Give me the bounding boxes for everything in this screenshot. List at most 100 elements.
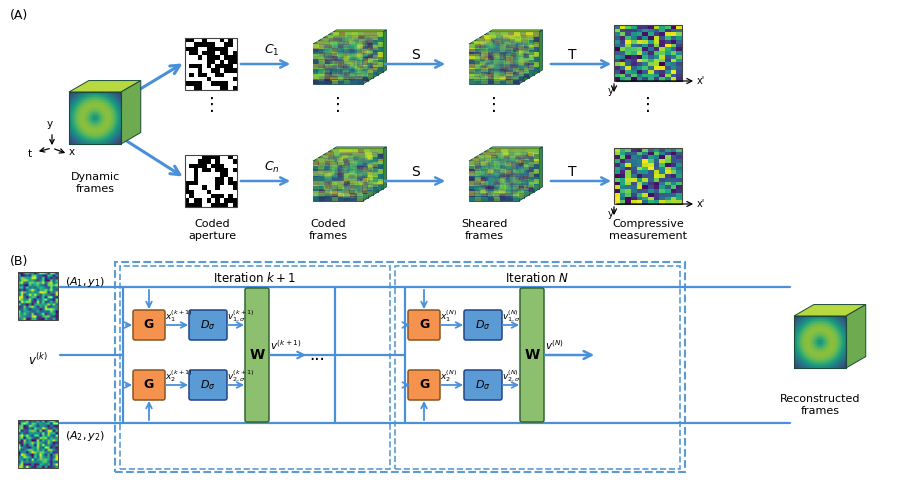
Bar — [194, 186, 198, 189]
Bar — [198, 177, 202, 181]
Bar — [189, 155, 194, 159]
Bar — [479, 53, 529, 58]
Polygon shape — [318, 39, 371, 41]
Bar — [489, 57, 539, 62]
Bar — [474, 46, 524, 51]
Bar — [189, 60, 194, 64]
Text: $v^{(N)}$: $v^{(N)}$ — [545, 338, 564, 352]
Polygon shape — [69, 80, 141, 92]
Bar — [232, 155, 237, 159]
Bar — [211, 77, 215, 81]
Bar — [207, 181, 211, 186]
Bar — [318, 183, 368, 188]
Bar — [224, 181, 229, 186]
Bar — [479, 73, 529, 78]
Bar — [198, 181, 202, 186]
Bar — [189, 194, 194, 198]
Bar — [323, 68, 373, 73]
Polygon shape — [383, 30, 386, 72]
Bar — [198, 56, 202, 60]
Polygon shape — [489, 30, 543, 32]
Polygon shape — [524, 156, 528, 198]
Bar — [479, 63, 529, 68]
Text: ⋮: ⋮ — [329, 96, 347, 114]
Bar — [479, 38, 529, 43]
Polygon shape — [489, 147, 543, 149]
Bar — [323, 63, 373, 68]
Text: y: y — [47, 119, 53, 129]
Bar — [313, 166, 363, 171]
Polygon shape — [519, 42, 522, 84]
Bar — [469, 166, 519, 171]
Bar — [474, 51, 524, 56]
Bar — [224, 168, 229, 172]
Bar — [202, 186, 207, 189]
Text: S: S — [411, 165, 419, 179]
FancyBboxPatch shape — [189, 370, 227, 400]
Bar — [229, 172, 232, 177]
Bar — [185, 64, 189, 68]
Bar — [211, 68, 215, 73]
Bar — [215, 68, 220, 73]
Bar — [333, 159, 383, 164]
Bar — [229, 77, 232, 81]
Bar — [198, 68, 202, 73]
Bar — [189, 42, 194, 47]
Bar — [318, 51, 368, 56]
Polygon shape — [373, 153, 376, 195]
Bar — [323, 185, 373, 190]
Text: G: G — [144, 318, 154, 331]
Polygon shape — [474, 39, 528, 41]
Bar — [189, 164, 194, 168]
Bar — [215, 60, 220, 64]
Bar — [189, 189, 194, 194]
Bar — [198, 186, 202, 189]
Bar — [333, 37, 383, 42]
Bar — [224, 81, 229, 86]
Bar — [328, 167, 378, 172]
Bar — [229, 81, 232, 86]
Bar — [185, 172, 189, 177]
Bar — [189, 181, 194, 186]
Bar — [229, 168, 232, 172]
Bar — [220, 203, 224, 207]
Bar — [220, 159, 224, 164]
FancyBboxPatch shape — [189, 310, 227, 340]
Bar — [484, 35, 534, 75]
Bar — [224, 86, 229, 90]
Bar — [220, 86, 224, 90]
Bar — [469, 49, 519, 54]
Bar — [232, 38, 237, 42]
Bar — [198, 86, 202, 90]
Polygon shape — [383, 147, 386, 189]
Bar — [232, 177, 237, 181]
Text: Sheared
frames: Sheared frames — [461, 219, 507, 241]
Text: G: G — [144, 378, 154, 391]
Bar — [229, 164, 232, 168]
Polygon shape — [328, 150, 382, 152]
Bar — [479, 38, 529, 78]
Bar — [232, 164, 237, 168]
Bar — [189, 203, 194, 207]
Bar — [224, 73, 229, 77]
Text: $v_{2,\sigma}^{(k+1)}$: $v_{2,\sigma}^{(k+1)}$ — [227, 369, 254, 384]
Bar — [318, 41, 368, 81]
Polygon shape — [484, 33, 537, 35]
Polygon shape — [846, 305, 866, 368]
Bar — [194, 189, 198, 194]
Bar — [202, 68, 207, 73]
Bar — [185, 68, 189, 73]
Text: $C_n$: $C_n$ — [264, 159, 280, 175]
Bar — [194, 47, 198, 51]
Bar — [469, 181, 519, 186]
Bar — [328, 152, 378, 192]
Bar — [489, 32, 539, 37]
Text: W: W — [524, 348, 540, 362]
Bar — [469, 171, 519, 176]
Bar — [202, 42, 207, 47]
Bar — [189, 77, 194, 81]
Bar — [479, 185, 529, 190]
Bar — [333, 179, 383, 184]
Bar — [198, 47, 202, 51]
Bar — [232, 56, 237, 60]
